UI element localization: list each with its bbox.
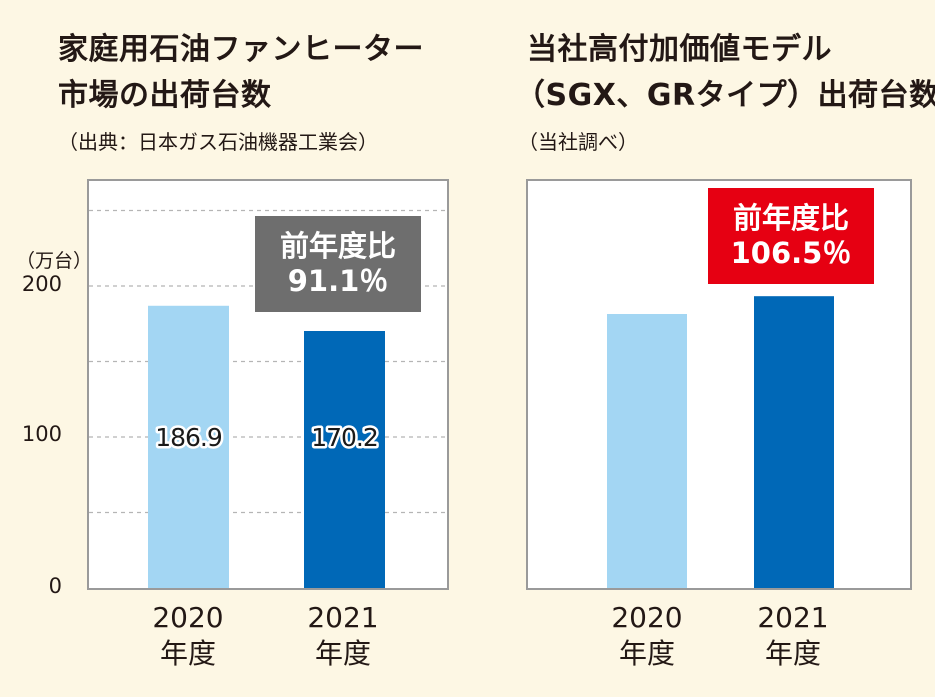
left-yoy-badge-value: 91.1％	[287, 264, 389, 298]
x-category-label: 2021 年度	[738, 600, 848, 672]
left-yoy-badge: 前年度比 91.1％	[255, 216, 421, 312]
y-tick-label: 100	[21, 422, 62, 446]
bar-value-label: 186.9	[155, 423, 222, 452]
x-category-year: 2021	[757, 601, 829, 634]
left-chart-source: （出典：日本ガス石油機器工業会）	[58, 130, 378, 154]
right-chart-title-line1: 当社高付加価値モデル	[527, 32, 832, 67]
right-chart-source: （当社調べ）	[518, 130, 638, 154]
bar-value-label: 170.2	[311, 423, 378, 452]
x-category-suffix: 年度	[618, 637, 675, 670]
right-chart-title-line2: （SGX、GRタイプ）出荷台数	[515, 78, 935, 113]
right-yoy-badge-label: 前年度比	[732, 201, 849, 235]
x-category-label: 2020 年度	[592, 600, 702, 672]
x-category-label: 2021 年度	[288, 600, 398, 672]
right-yoy-badge: 前年度比 106.5％	[708, 188, 874, 284]
bar	[148, 305, 229, 588]
x-category-suffix: 年度	[159, 637, 216, 670]
x-category-suffix: 年度	[764, 637, 821, 670]
x-category-year: 2020	[152, 601, 224, 634]
bar	[304, 330, 385, 588]
left-chart-title-line2: 市場の出荷台数	[58, 78, 272, 113]
right-bars	[607, 296, 834, 588]
x-category-label: 2020 年度	[133, 600, 243, 672]
bar	[607, 314, 687, 588]
x-category-suffix: 年度	[314, 637, 371, 670]
left-chart-title-line1: 家庭用石油ファンヒーター	[58, 32, 424, 67]
left-y-axis-unit: （万台）	[16, 250, 93, 272]
y-tick-label: 0	[48, 574, 62, 598]
y-tick-label: 200	[21, 272, 62, 296]
left-yoy-badge-label: 前年度比	[279, 229, 396, 263]
x-category-year: 2020	[611, 601, 683, 634]
right-yoy-badge-value: 106.5％	[730, 236, 852, 270]
x-category-year: 2021	[307, 601, 379, 634]
left-bars: 186.9 170.2	[148, 305, 385, 588]
bar	[754, 296, 834, 588]
